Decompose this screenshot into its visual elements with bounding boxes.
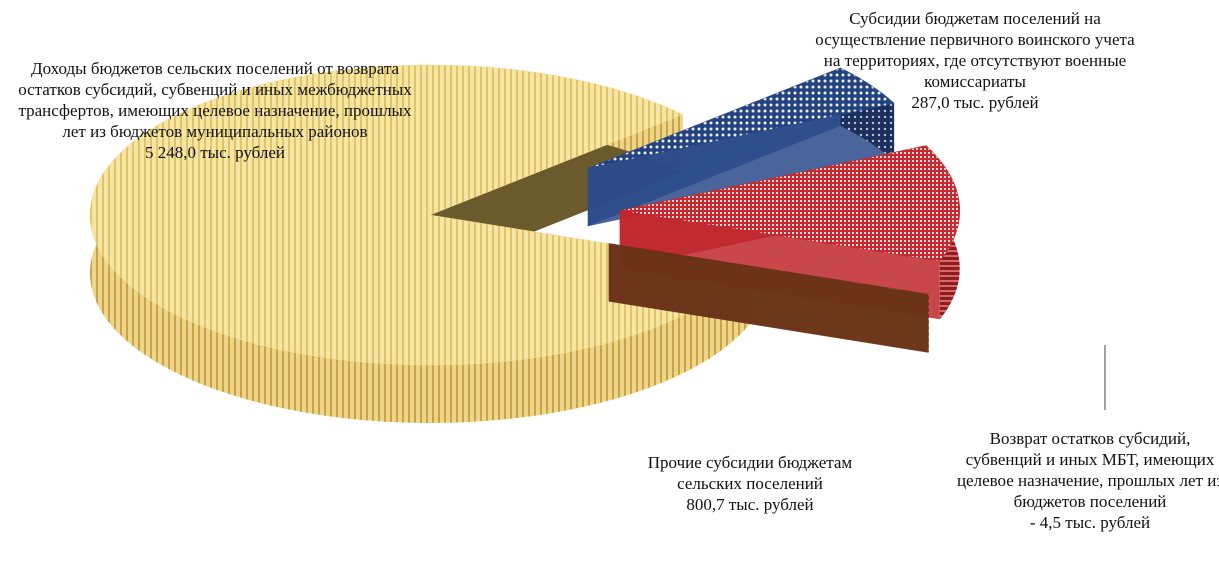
- data-label: Прочие субсидии бюджетам сельских поселе…: [620, 452, 880, 515]
- slice: [608, 243, 930, 296]
- category-label: Доходы бюджетов сельских поселений от во…: [18, 59, 412, 141]
- value-label: - 4,5 тыс. рублей: [1029, 513, 1151, 532]
- value-label: 5 248,0 тыс. рублей: [144, 143, 286, 162]
- category-label: Возврат остатков субсидий, субвенций и и…: [956, 429, 1219, 511]
- category-label: Прочие субсидии бюджетам сельских поселе…: [647, 453, 853, 493]
- value-label: 287,0 тыс. рублей: [911, 93, 1039, 112]
- data-label: Возврат остатков субсидий, субвенций и и…: [955, 428, 1219, 533]
- slice: [619, 145, 960, 262]
- slice-face: [587, 103, 895, 227]
- data-label: Субсидии бюджетам поселений на осуществл…: [810, 8, 1140, 113]
- value-label: 800,7 тыс. рублей: [686, 495, 814, 514]
- slice: [587, 67, 895, 169]
- data-label: Доходы бюджетов сельских поселений от во…: [5, 58, 425, 163]
- slice-side: [928, 294, 929, 353]
- slice: [89, 64, 750, 366]
- slice-face: [608, 243, 929, 353]
- category-label: Субсидии бюджетам поселений на осуществл…: [815, 9, 1135, 91]
